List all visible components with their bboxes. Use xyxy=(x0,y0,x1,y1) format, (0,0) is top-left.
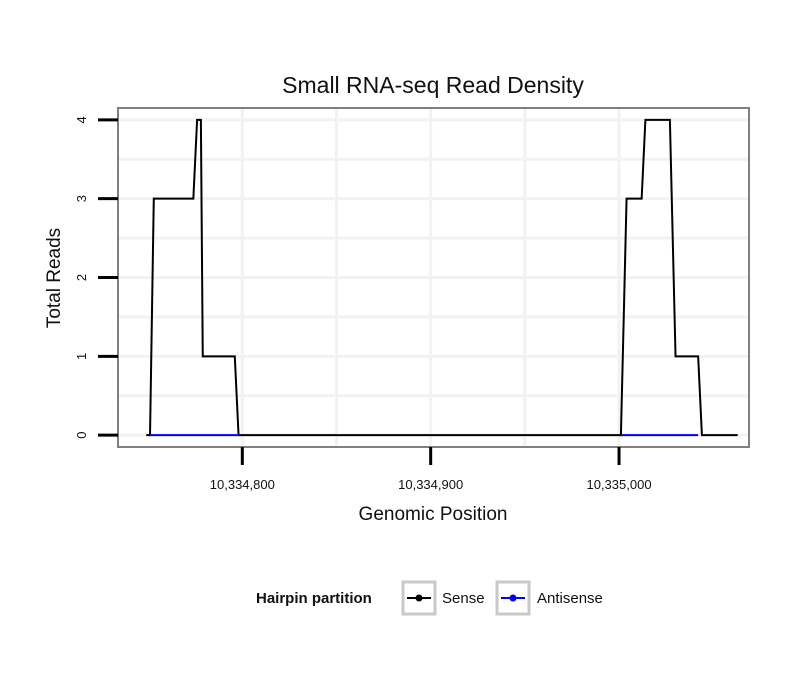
x-tick-label: 10,334,900 xyxy=(398,477,463,492)
legend-label-sense: Sense xyxy=(442,590,485,607)
y-tick-label: 3 xyxy=(74,195,89,202)
y-tick-label: 1 xyxy=(74,353,89,360)
y-tick-label: 2 xyxy=(74,274,89,281)
legend-label-antisense: Antisense xyxy=(537,590,603,607)
legend: Hairpin partition Sense Antisense xyxy=(256,580,603,616)
legend-point-sense xyxy=(415,594,423,602)
x-tick-label: 10,335,000 xyxy=(586,477,651,492)
x-axis-label: Genomic Position xyxy=(359,504,508,525)
x-tick-label: 10,334,800 xyxy=(210,477,275,492)
y-axis: 0 1 2 3 4 xyxy=(74,116,118,439)
y-tick-label: 0 xyxy=(74,432,89,439)
y-axis-label: Total Reads xyxy=(44,228,65,328)
y-tick-label: 4 xyxy=(74,116,89,123)
legend-title: Hairpin partition xyxy=(256,590,372,607)
x-axis: 10,334,800 10,334,900 10,335,000 xyxy=(210,447,652,492)
grid xyxy=(118,108,749,447)
legend-point-antisense xyxy=(509,594,517,602)
chart-title: Small RNA-seq Read Density xyxy=(282,72,584,98)
series-layer xyxy=(146,118,738,437)
